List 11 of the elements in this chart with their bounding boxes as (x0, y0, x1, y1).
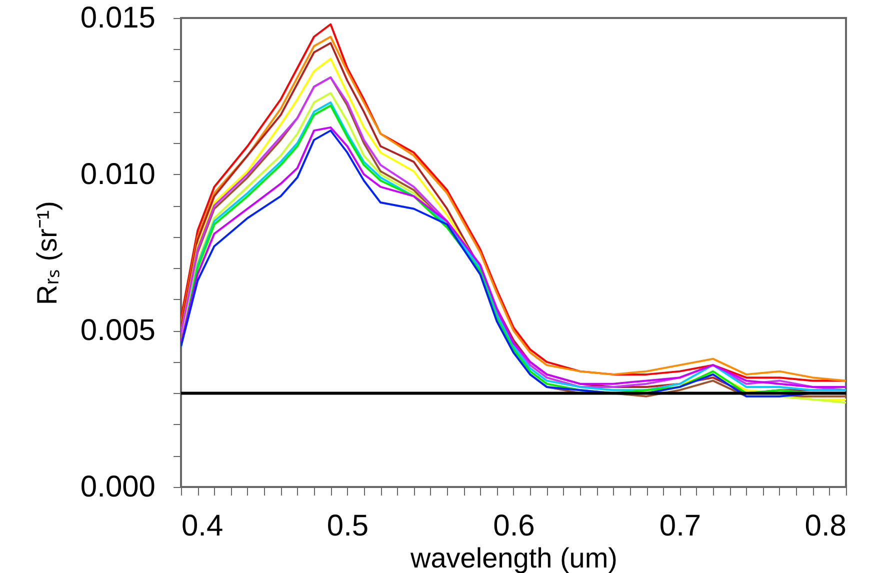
y-tick-label: 0.005 (80, 314, 156, 348)
x-tick-label: 0.6 (493, 510, 535, 542)
y-tick-label: 0.000 (80, 470, 156, 504)
x-tick-label: 0.4 (182, 510, 224, 542)
x-tick-label: 0.8 (804, 510, 846, 542)
x-tick-label: 0.7 (659, 510, 702, 542)
y-axis-title: Rᵣₛ (sr⁻¹) (31, 200, 62, 306)
y-tick-label: 0.015 (80, 2, 156, 34)
y-tick-label: 0.010 (80, 158, 156, 191)
x-tick-label: 0.5 (326, 510, 369, 542)
x-axis-title: wavelength (um) (410, 542, 618, 573)
